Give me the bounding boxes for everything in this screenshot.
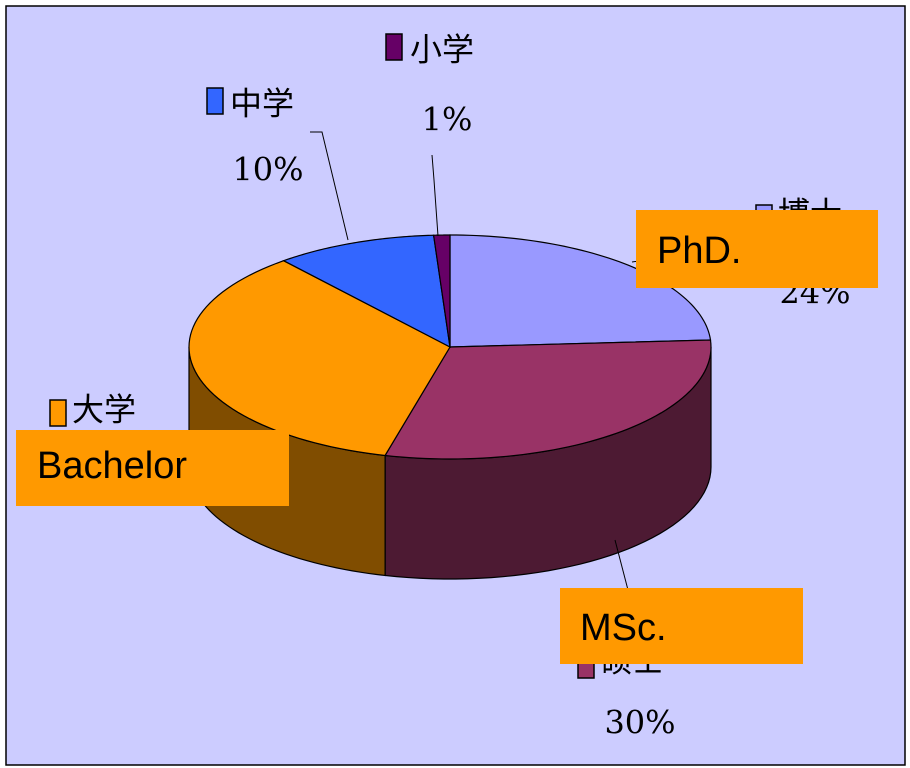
- leader-line: [614, 539, 629, 591]
- pie-slice: [188, 260, 451, 457]
- value-label: 1%: [422, 101, 473, 139]
- annotation-box: [16, 430, 289, 506]
- category-label: 大学: [72, 391, 136, 429]
- annotation-text: MSc.: [580, 607, 667, 649]
- annotations: PhD. MSc. Bachelor: [16, 210, 878, 664]
- legend-swatch: [49, 399, 67, 427]
- category-label: 小学: [410, 31, 474, 69]
- annotation-text: Bachelor: [37, 445, 187, 487]
- annotation-box: [636, 210, 878, 288]
- pie-slice: [384, 339, 712, 460]
- value-label: 30%: [604, 704, 675, 742]
- annotation-text: PhD.: [657, 230, 741, 272]
- annotation-box: [560, 588, 803, 664]
- pie-slice: [449, 234, 712, 348]
- pie-slice: [282, 234, 451, 349]
- category-label: 中学: [230, 85, 294, 123]
- pie: [188, 234, 712, 580]
- value-label: 10%: [232, 151, 303, 189]
- leader-line: [310, 131, 349, 241]
- leader-line: [431, 154, 439, 237]
- legend-swatch: [206, 87, 224, 115]
- pie-slice: [432, 234, 451, 348]
- legend-swatch: [385, 33, 403, 61]
